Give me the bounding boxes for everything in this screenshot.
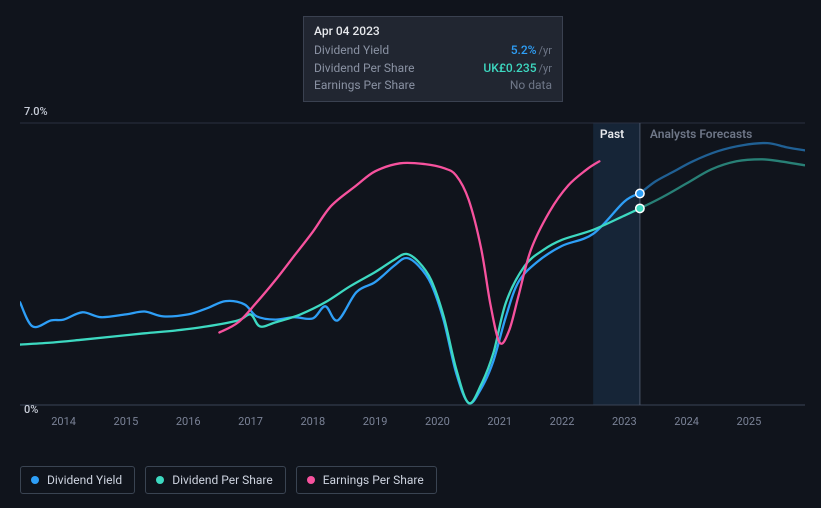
y-axis-max: 7.0% <box>24 105 48 118</box>
legend-label: Dividend Per Share <box>172 473 273 487</box>
tooltip-row: Earnings Per Share No data <box>314 77 552 94</box>
tooltip-suffix: /yr <box>539 62 552 75</box>
legend-item-dividend-per-share[interactable]: Dividend Per Share <box>145 466 286 494</box>
legend-item-earnings-per-share[interactable]: Earnings Per Share <box>296 466 437 494</box>
x-axis-tick: 2025 <box>737 415 762 428</box>
tooltip-row: Dividend Per Share UK£0.235/yr <box>314 60 552 77</box>
region-label-forecast: Analysts Forecasts <box>650 127 752 141</box>
tooltip-label: Dividend Per Share <box>314 60 415 77</box>
tooltip-value: No data <box>510 78 552 92</box>
chart-tooltip: Apr 04 2023 Dividend Yield 5.2%/yr Divid… <box>303 16 563 102</box>
tooltip-suffix: /yr <box>539 44 552 57</box>
chart-container: 7.0% 0% Past Analysts Forecasts 2014 2015… <box>20 105 805 425</box>
legend-dot <box>31 476 39 484</box>
legend-label: Dividend Yield <box>47 473 122 487</box>
x-axis-tick: 2022 <box>550 415 575 428</box>
y-axis-min: 0% <box>24 403 38 416</box>
tooltip-row: Dividend Yield 5.2%/yr <box>314 42 552 59</box>
tooltip-date: Apr 04 2023 <box>314 23 552 40</box>
x-axis-tick: 2015 <box>114 415 139 428</box>
x-axis-tick: 2016 <box>176 415 201 428</box>
tooltip-label: Earnings Per Share <box>314 77 415 94</box>
x-axis-tick: 2017 <box>238 415 263 428</box>
legend: Dividend Yield Dividend Per Share Earnin… <box>20 466 437 494</box>
legend-label: Earnings Per Share <box>323 473 424 487</box>
legend-item-dividend-yield[interactable]: Dividend Yield <box>20 466 135 494</box>
tooltip-label: Dividend Yield <box>314 42 389 59</box>
chart-svg[interactable] <box>20 105 805 445</box>
tooltip-value: UK£0.235 <box>483 61 536 75</box>
region-label-past: Past <box>600 127 624 141</box>
x-axis-tick: 2018 <box>300 415 325 428</box>
x-axis-tick: 2014 <box>51 415 76 428</box>
tooltip-value: 5.2% <box>511 43 537 57</box>
legend-dot <box>156 476 164 484</box>
x-axis-tick: 2019 <box>363 415 388 428</box>
x-axis-tick: 2020 <box>425 415 450 428</box>
x-axis-tick: 2021 <box>487 415 512 428</box>
x-axis-tick: 2023 <box>612 415 637 428</box>
legend-dot <box>307 476 315 484</box>
x-axis-tick: 2024 <box>674 415 699 428</box>
